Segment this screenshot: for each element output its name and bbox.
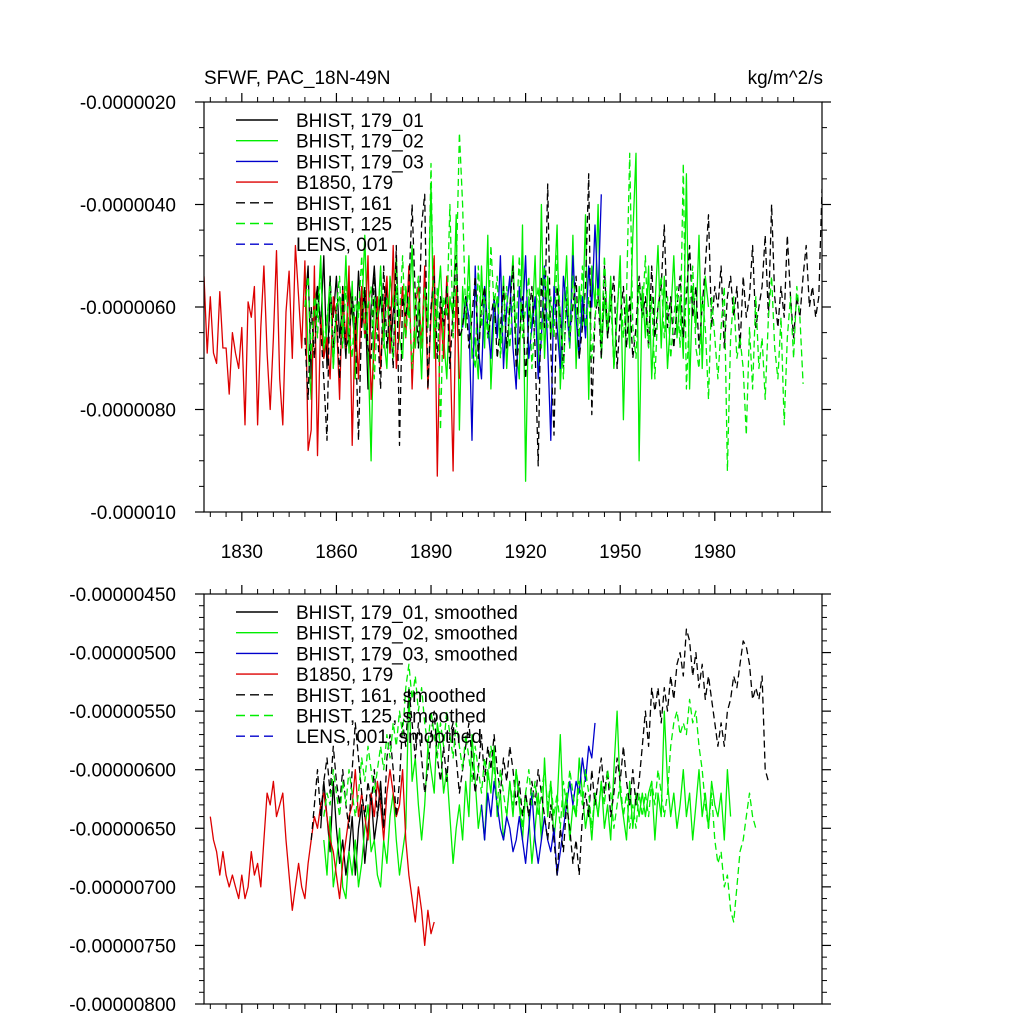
y-tick-label: -0.00000500	[69, 644, 176, 665]
y-tick-label: -0.0000040	[80, 196, 176, 217]
plot-lines	[204, 132, 822, 482]
y-tick-label: -0.0000080	[80, 401, 176, 422]
legend-label: BHIST, 161, smoothed	[296, 686, 486, 707]
legend-label: BHIST, 125, smoothed	[296, 707, 486, 728]
legend-label: LENS, 001	[296, 235, 388, 256]
x-tick-label: 1950	[599, 542, 641, 563]
legend-label: BHIST, 179_02	[296, 132, 424, 153]
legend-label: BHIST, 179_03, smoothed	[296, 644, 518, 665]
series-line-1-4	[310, 628, 770, 876]
y-tick-label: -0.00000800	[69, 995, 176, 1016]
legend-label: BHIST, 179_03	[296, 152, 424, 173]
plot-lines	[209, 628, 770, 947]
legend-label: B1850, 179	[296, 665, 393, 686]
legend-label: BHIST, 161	[296, 194, 392, 215]
legend-label: B1850, 179	[296, 173, 393, 194]
x-tick-label: 1890	[410, 542, 452, 563]
x-tick-label: 1920	[504, 542, 546, 563]
series-line-1-5	[323, 663, 757, 923]
y-tick-label: -0.00000700	[69, 878, 176, 899]
y-tick-label: -0.0000060	[80, 298, 176, 319]
bottom-panel: -0.00000450 -0.00000500 -0.00000550 -0.0000…	[69, 585, 831, 1016]
y-tick-label: -0.00000650	[69, 819, 176, 840]
y-tick-label: -0.00000550	[69, 702, 176, 723]
series-line-1-1	[323, 687, 732, 900]
legend-label: BHIST, 179_01	[296, 111, 424, 132]
series-line-0-3	[204, 244, 461, 477]
legend-label: LENS, 001, smoothed	[296, 727, 482, 748]
plot-frame	[203, 593, 823, 1005]
y-tick-label: -0.00000750	[69, 936, 176, 957]
chart-title-left: SFWF, PAC_18N-49N	[204, 68, 391, 89]
series-line-0-4	[304, 173, 822, 467]
x-tick-label: 1980	[694, 542, 736, 563]
y-tick-label: -0.0000020	[80, 93, 176, 114]
series-line-0-1	[304, 152, 710, 482]
x-tick-label: 1860	[315, 542, 357, 563]
y-tick-label: -0.00000600	[69, 761, 176, 782]
top-panel: -0.0000020 -0.0000040 -0.0000060 -0.0000080…	[80, 93, 831, 563]
series-line-1-2	[480, 722, 596, 876]
x-tick-label: 1830	[221, 542, 263, 563]
y-tick-label: -0.00000450	[69, 585, 176, 606]
legend-label: BHIST, 179_01, smoothed	[296, 603, 518, 624]
y-tick-label: -0.000010	[90, 503, 176, 524]
legend-label: BHIST, 125	[296, 215, 392, 236]
chart-title-right: kg/m^2/s	[748, 68, 823, 89]
legend-label: BHIST, 179_02, smoothed	[296, 624, 518, 645]
series-line-0-5	[304, 132, 804, 472]
